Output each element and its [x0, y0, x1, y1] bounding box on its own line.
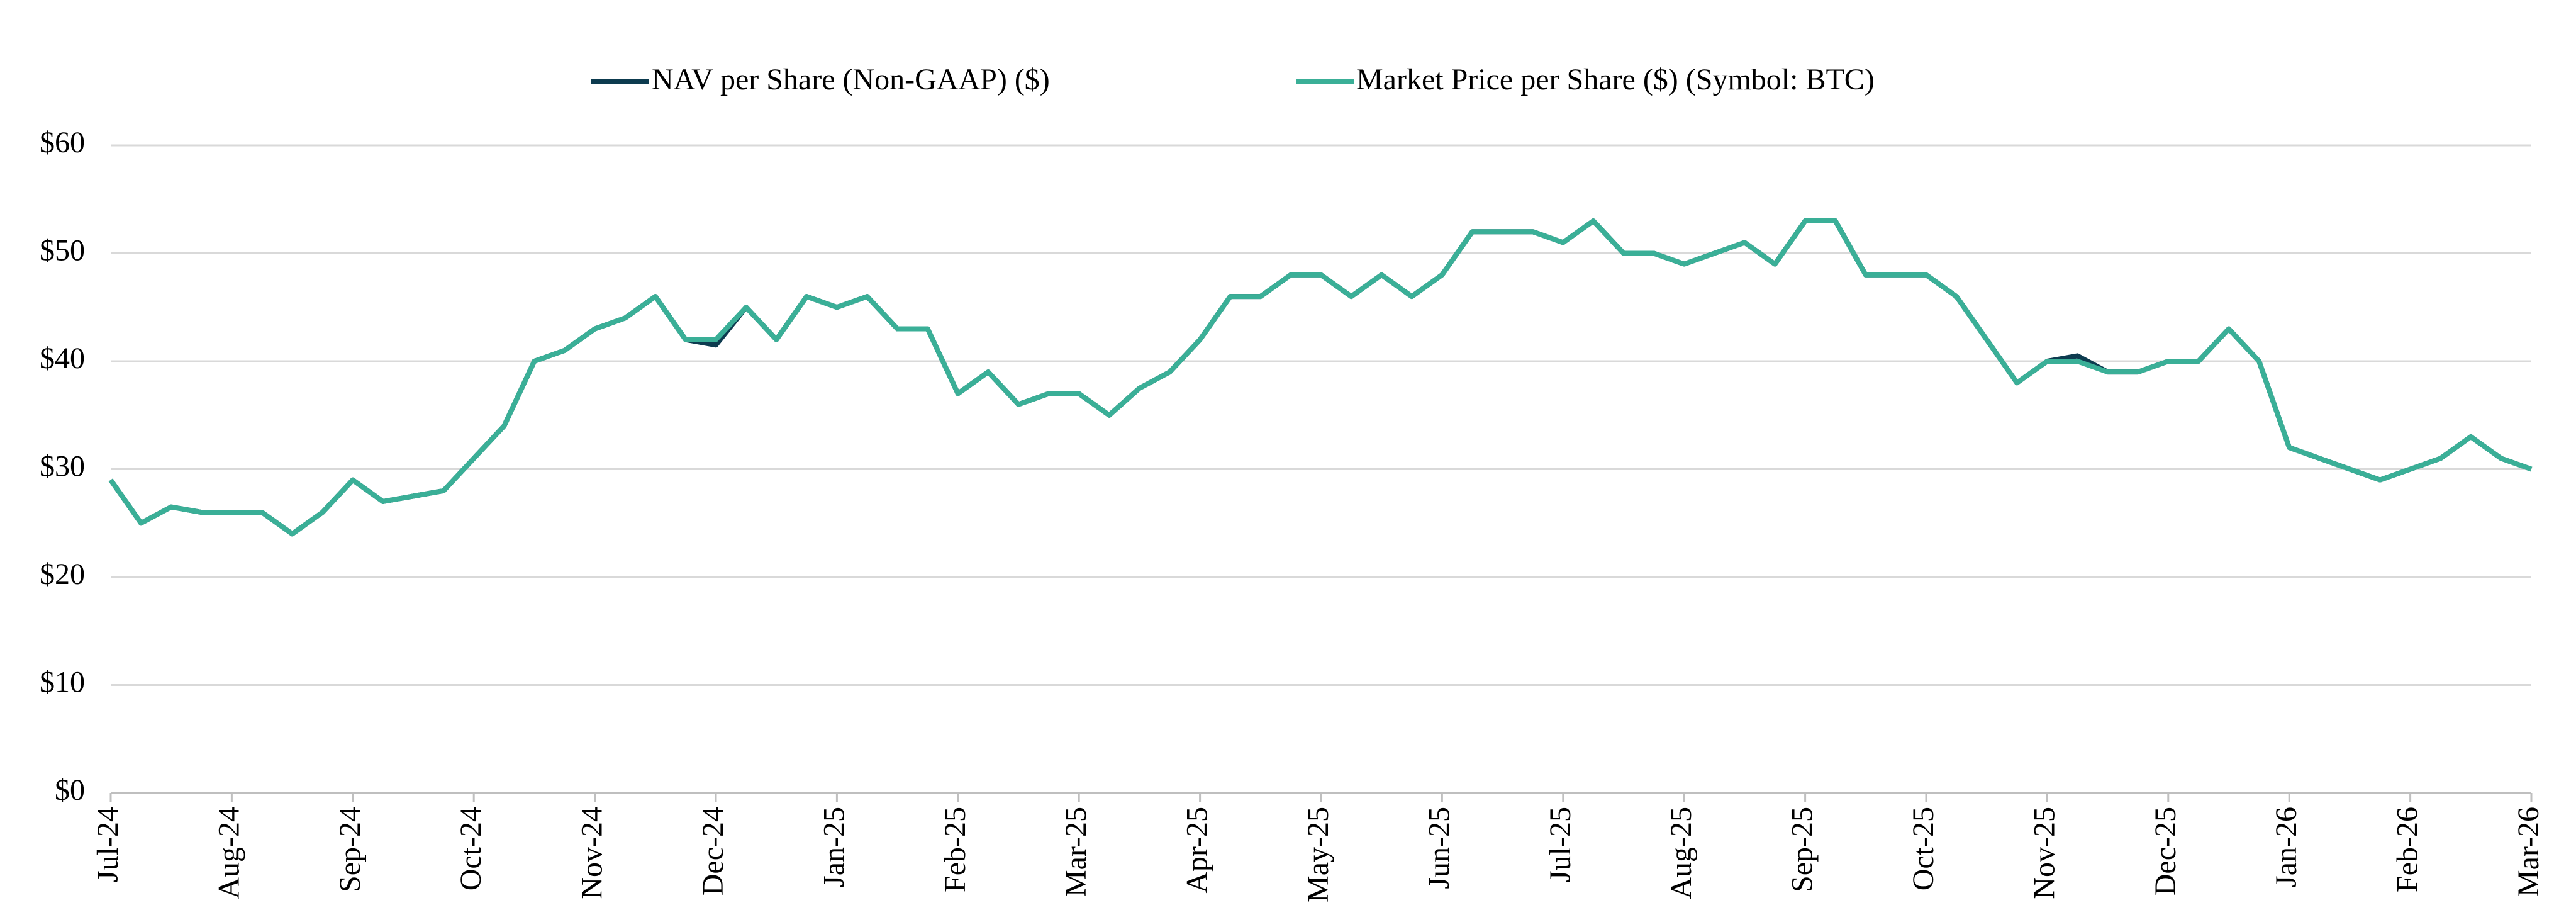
x-tick-label: Sep-25	[1786, 807, 1819, 892]
x-tick-label: Jul-24	[91, 807, 125, 882]
y-tick-label: $20	[40, 558, 85, 591]
y-tick-label: $60	[40, 126, 85, 159]
x-tick-label: Apr-25	[1181, 807, 1214, 894]
legend-label: Market Price per Share ($) (Symbol: BTC)	[1356, 63, 1875, 96]
x-tick-label: Mar-25	[1059, 807, 1093, 897]
y-tick-label: $10	[40, 666, 85, 699]
y-tick-label: $0	[55, 773, 85, 807]
y-tick-label: $30	[40, 450, 85, 483]
x-tick-label: Mar-26	[2512, 807, 2545, 897]
legend-label: NAV per Share (Non-GAAP) ($)	[652, 63, 1050, 96]
series-line	[108, 218, 2533, 537]
y-tick-label: $50	[40, 234, 85, 267]
x-tick-label: Feb-25	[939, 807, 972, 892]
x-tick-label: Nov-24	[576, 807, 609, 899]
x-tick-label: Oct-25	[1907, 807, 1940, 890]
x-tick-label: Dec-25	[2149, 807, 2182, 896]
x-tick-label: Aug-25	[1664, 807, 1698, 899]
x-tick-label: Oct-24	[454, 807, 488, 890]
x-tick-label: Jan-25	[817, 807, 850, 887]
x-tick-label: Sep-24	[333, 807, 367, 892]
x-tick-label: Feb-26	[2391, 807, 2424, 892]
x-tick-label: Jun-25	[1422, 807, 1456, 889]
series-line	[108, 218, 2533, 537]
x-tick-label: Jan-26	[2270, 807, 2303, 887]
x-tick-label: Nov-25	[2027, 807, 2061, 899]
x-tick-label: May-25	[1302, 807, 1335, 902]
x-tick-label: Aug-24	[212, 807, 245, 899]
y-tick-label: $40	[40, 342, 85, 375]
x-tick-label: Jul-25	[1544, 807, 1577, 882]
x-tick-label: Dec-24	[696, 807, 730, 896]
